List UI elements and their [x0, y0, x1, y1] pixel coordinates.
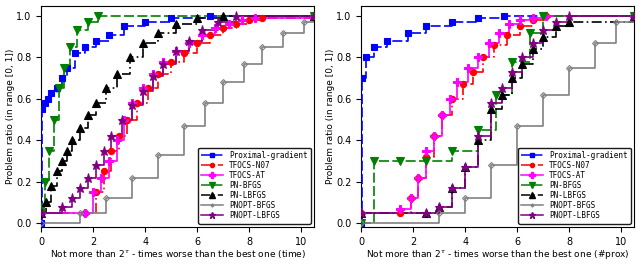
- X-axis label: Not more than $2^{\tau}$ - times worse than the best one (#prox): Not more than $2^{\tau}$ - times worse t…: [366, 249, 630, 261]
- X-axis label: Not more than $2^{\tau}$ - times worse than the best one (time): Not more than $2^{\tau}$ - times worse t…: [50, 249, 306, 260]
- Y-axis label: Problem ratio (in range [0, 1]): Problem ratio (in range [0, 1]): [326, 49, 335, 184]
- Legend: Proximal-gradient, TFOCS-N07, TFOCS-AT, PN-BFGS, PN-LBFGS, PNOPT-BFGS, PNOPT-LBF: Proximal-gradient, TFOCS-N07, TFOCS-AT, …: [518, 148, 630, 223]
- Legend: Proximal-gradient, TFOCS-N07, TFOCS-AT, PN-BFGS, PN-LBFGS, PNOPT-BFGS, PNOPT-LBF: Proximal-gradient, TFOCS-N07, TFOCS-AT, …: [198, 148, 310, 223]
- Y-axis label: Problem ratio (in range [0, 1]): Problem ratio (in range [0, 1]): [6, 49, 15, 184]
